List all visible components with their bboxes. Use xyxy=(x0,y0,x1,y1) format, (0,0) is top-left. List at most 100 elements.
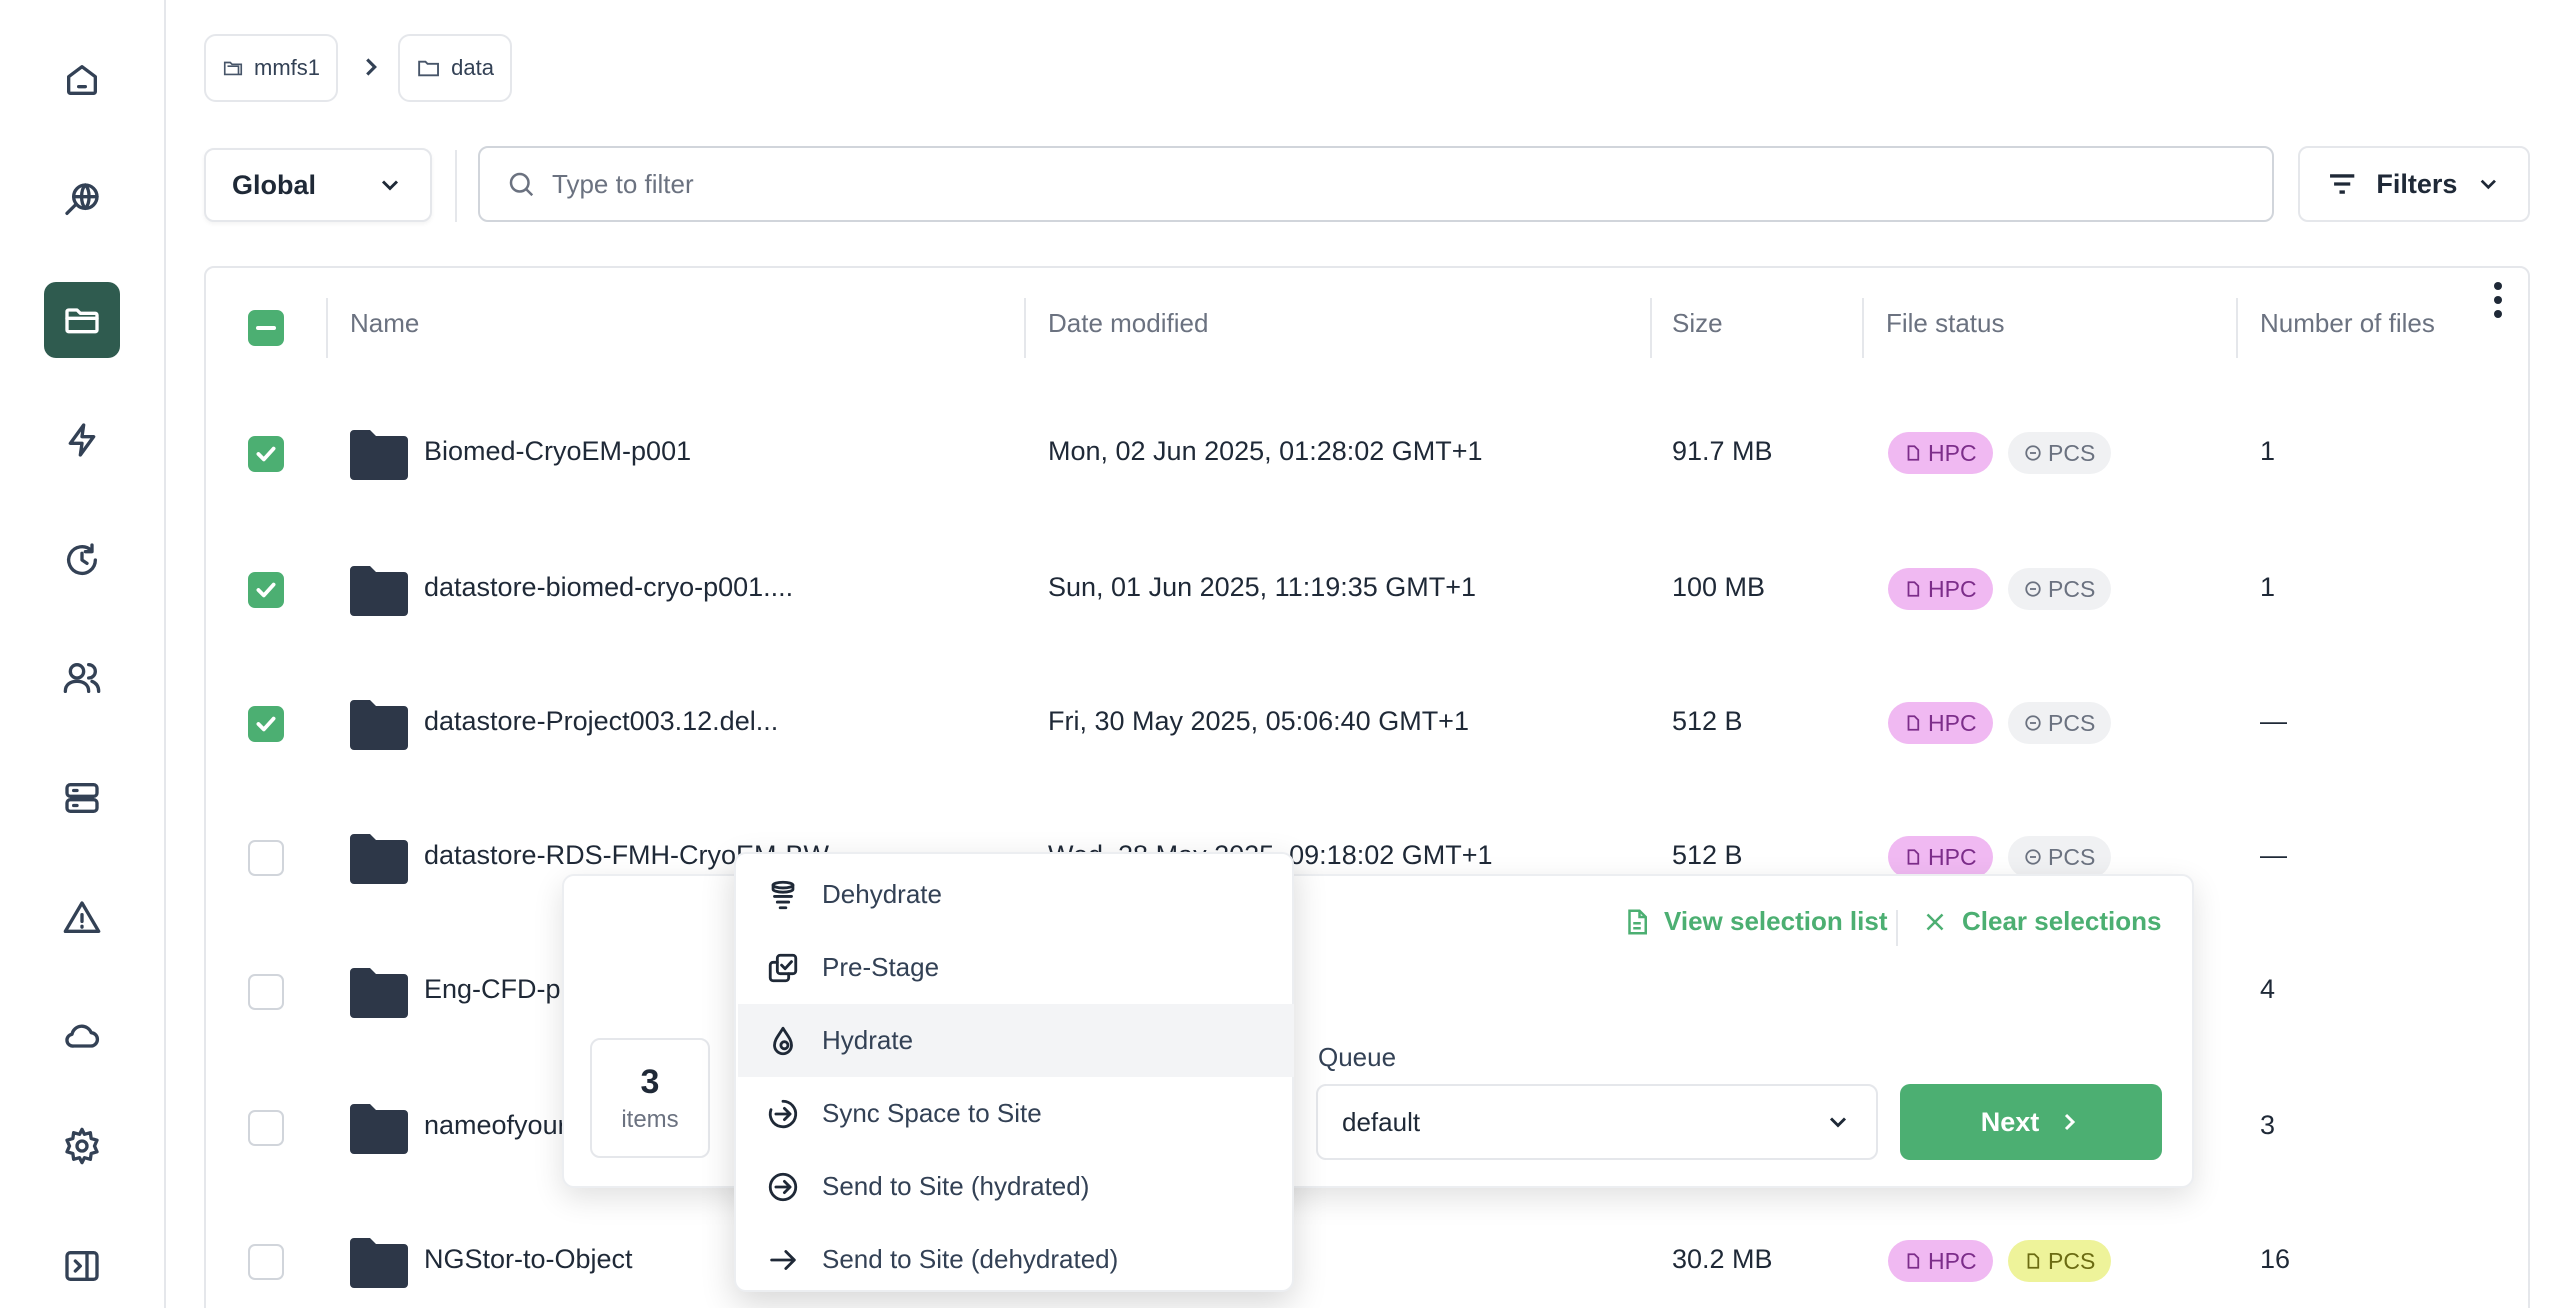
queue-select[interactable]: default xyxy=(1316,1084,1878,1160)
clear-selections-label: Clear selections xyxy=(1962,906,2162,936)
hpc-badge-label: HPC xyxy=(1928,439,1977,466)
folder-icon-wrap xyxy=(348,830,410,886)
root-folder-icon xyxy=(223,61,243,76)
folder-icon xyxy=(350,1104,408,1154)
row-checkbox[interactable] xyxy=(248,1244,284,1280)
selection-divider xyxy=(1896,910,1898,946)
selected-count-label: items xyxy=(621,1105,679,1133)
selected-count: 3 xyxy=(640,1062,660,1101)
row-size: 30.2 MB xyxy=(1672,1244,1773,1274)
column-header-count[interactable]: Number of files xyxy=(2260,308,2435,338)
menu-item-send-hydrated[interactable]: Send to Site (hydrated) xyxy=(738,1150,1294,1223)
hpc-badge: HPC xyxy=(1888,836,1993,878)
menu-item-pre-stage[interactable]: Pre-Stage xyxy=(738,931,1294,1004)
column-header-size[interactable]: Size xyxy=(1672,308,1723,338)
pcs-badge: PCS xyxy=(2008,836,2112,878)
filter-icon xyxy=(2330,174,2355,194)
menu-item-label: Pre-Stage xyxy=(822,952,940,982)
nav-settings[interactable] xyxy=(44,1108,120,1184)
row-size: 512 B xyxy=(1672,706,1743,736)
table-row[interactable]: nameofyour 3 xyxy=(206,1060,2528,1194)
row-file-count: 16 xyxy=(2260,1244,2291,1274)
menu-item-label: Send to Site (dehydrated) xyxy=(822,1244,1119,1274)
pcs-badge-label: PCS xyxy=(2048,1247,2096,1274)
view-selection-list-link[interactable]: View selection list xyxy=(1622,906,1888,937)
nav-explore[interactable] xyxy=(44,162,120,238)
folder-icon xyxy=(350,700,408,750)
breadcrumb-current-label: data xyxy=(451,55,494,80)
sync-icon xyxy=(768,1099,798,1128)
select-all-checkbox[interactable] xyxy=(248,310,284,346)
menu-item-send-dehydrated[interactable]: Send to Site (dehydrated) xyxy=(738,1223,1294,1296)
row-checkbox[interactable] xyxy=(248,572,284,608)
menu-item-dehydrate[interactable]: Dehydrate xyxy=(738,858,1294,931)
nav-files[interactable] xyxy=(44,282,120,358)
history-icon xyxy=(67,543,98,576)
folder-icon-wrap xyxy=(348,426,410,482)
search-box[interactable] xyxy=(478,146,2274,222)
nav-history[interactable] xyxy=(44,522,120,598)
hpc-badge-label: HPC xyxy=(1928,843,1977,870)
table-row[interactable]: NGStor-to-Object:27:00 GMT+130.2 MBHPCPC… xyxy=(206,1194,2528,1308)
menu-item-label: Hydrate xyxy=(822,1025,914,1055)
lightning-icon xyxy=(68,423,96,457)
search-icon xyxy=(509,172,534,197)
breadcrumb-root-label: mmfs1 xyxy=(254,55,320,80)
row-file-count: — xyxy=(2260,840,2287,870)
filters-button[interactable]: Filters xyxy=(2298,146,2530,222)
nav-cloud[interactable] xyxy=(44,998,120,1074)
row-date: Mon, 02 Jun 2025, 01:28:02 GMT+1 xyxy=(1048,436,1483,466)
chevron-right-icon xyxy=(366,58,377,76)
nav-home[interactable] xyxy=(44,42,120,118)
nav-users[interactable] xyxy=(44,640,120,716)
row-size: 100 MB xyxy=(1672,572,1766,602)
next-button[interactable]: Next xyxy=(1900,1084,2162,1160)
collapse-sidebar-button[interactable] xyxy=(44,1228,120,1304)
view-selection-list-label: View selection list xyxy=(1664,906,1888,936)
folder-icon xyxy=(350,1238,408,1288)
nav-alerts[interactable] xyxy=(44,880,120,956)
next-button-label: Next xyxy=(1980,1106,2040,1137)
table-row[interactable]: datastore-biomed-cryo-p001.... Sun, 01 Ju… xyxy=(206,522,2528,656)
menu-item-hydrate[interactable]: Hydrate xyxy=(738,1004,1294,1077)
search-input[interactable] xyxy=(552,168,2152,200)
column-header-date[interactable]: Date modified xyxy=(1048,308,1209,338)
row-file-count: 3 xyxy=(2260,1110,2276,1140)
check-icon xyxy=(256,582,276,598)
server-icon xyxy=(65,783,99,813)
queue-label: Queue xyxy=(1318,1042,1397,1072)
table-row[interactable]: Biomed-CryoEM-p001 Mon, 02 Jun 2025, 01:2… xyxy=(206,386,2528,520)
dehydrate-icon xyxy=(771,880,795,909)
nav-actions[interactable] xyxy=(44,402,120,478)
breadcrumb-root[interactable]: mmfs1 xyxy=(204,34,338,102)
column-header-status[interactable]: File status xyxy=(1886,308,2005,338)
row-name: NGStor-to-Object xyxy=(424,1244,633,1274)
pcs-badge-label: PCS xyxy=(2048,575,2096,602)
row-checkbox[interactable] xyxy=(248,1110,284,1146)
table-row[interactable]: datastore-Project003.12.del... Fri, 30 Ma… xyxy=(206,656,2528,790)
check-icon xyxy=(256,446,276,462)
row-file-count: — xyxy=(2260,706,2287,736)
row-checkbox[interactable] xyxy=(248,436,284,472)
row-date: Sun, 01 Jun 2025, 11:19:35 GMT+1 xyxy=(1048,572,1477,602)
arrow-right-icon xyxy=(770,1249,796,1270)
row-checkbox[interactable] xyxy=(248,840,284,876)
clear-selections-link[interactable]: Clear selections xyxy=(1920,906,2161,937)
pcs-badge-label: PCS xyxy=(2048,439,2096,466)
breadcrumb-current[interactable]: data xyxy=(398,34,512,102)
table-row[interactable]: Eng-CFD-p 4 xyxy=(206,924,2528,1058)
row-checkbox[interactable] xyxy=(248,706,284,742)
queue-select-value: default xyxy=(1342,1106,1421,1137)
scope-select[interactable]: Global xyxy=(204,148,432,222)
cloud-icon xyxy=(65,1024,100,1048)
indeterminate-mark xyxy=(256,326,276,330)
row-size: 512 B xyxy=(1672,840,1743,870)
menu-item-sync-space[interactable]: Sync Space to Site xyxy=(738,1077,1294,1150)
row-checkbox[interactable] xyxy=(248,974,284,1010)
column-header-name[interactable]: Name xyxy=(350,308,420,338)
nav-storage[interactable] xyxy=(44,760,120,836)
close-icon xyxy=(1926,913,1944,930)
hydrate-icon xyxy=(773,1026,793,1055)
table-options-button[interactable] xyxy=(2486,278,2510,322)
column-divider xyxy=(1862,298,1864,358)
